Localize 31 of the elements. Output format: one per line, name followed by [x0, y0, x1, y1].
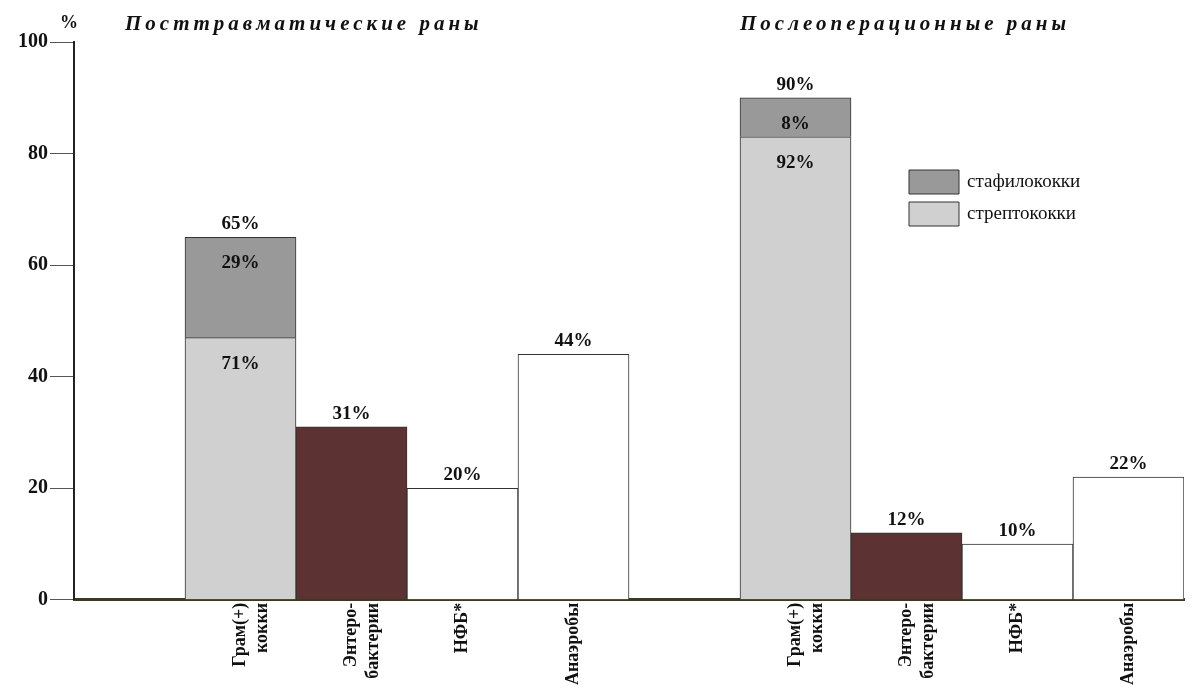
data-label: 44%: [554, 329, 593, 351]
y-tick-label: 60: [28, 252, 48, 275]
data-label: 12%: [887, 507, 926, 529]
x-tick-label: НФБ*: [451, 602, 472, 654]
x-tick-label: Энтеро-бактерии: [340, 602, 382, 679]
data-label: 10%: [998, 519, 1037, 541]
x-tick-label: НФБ*: [1006, 602, 1027, 654]
y-tick-label: 100: [18, 29, 48, 52]
y-tick-label: 80: [28, 140, 48, 163]
data-label: 31%: [332, 401, 371, 423]
data-label: 22%: [1109, 452, 1148, 474]
total-label: 65%: [221, 212, 260, 234]
text: Посттравматические раны: [124, 11, 483, 35]
legend-label: стафилококки: [967, 169, 1081, 191]
y-tick-label: 0: [38, 586, 48, 609]
x-tick-label: Анаэробы: [562, 602, 583, 686]
x-tick-label: Грам(+) кокки: [784, 602, 826, 667]
text: Послеоперационные раны: [739, 11, 1071, 35]
x-tick-label: Энтеро-бактерии: [895, 602, 937, 679]
annotation: 8%: [781, 111, 810, 133]
y-tick-label: 40: [28, 363, 48, 386]
annotation: 71%: [221, 351, 260, 373]
annotation: 92%: [776, 150, 815, 172]
y-axis-title: %: [60, 12, 78, 32]
total-label: 90%: [776, 72, 815, 94]
annotation: 29%: [221, 251, 260, 273]
x-tick-label: Анаэробы: [1117, 602, 1138, 686]
legend-label: стрептококки: [967, 201, 1077, 223]
data-label: 20%: [443, 463, 482, 485]
x-tick-label: Грам(+) кокки: [229, 602, 271, 667]
y-tick-label: 20: [28, 475, 48, 498]
